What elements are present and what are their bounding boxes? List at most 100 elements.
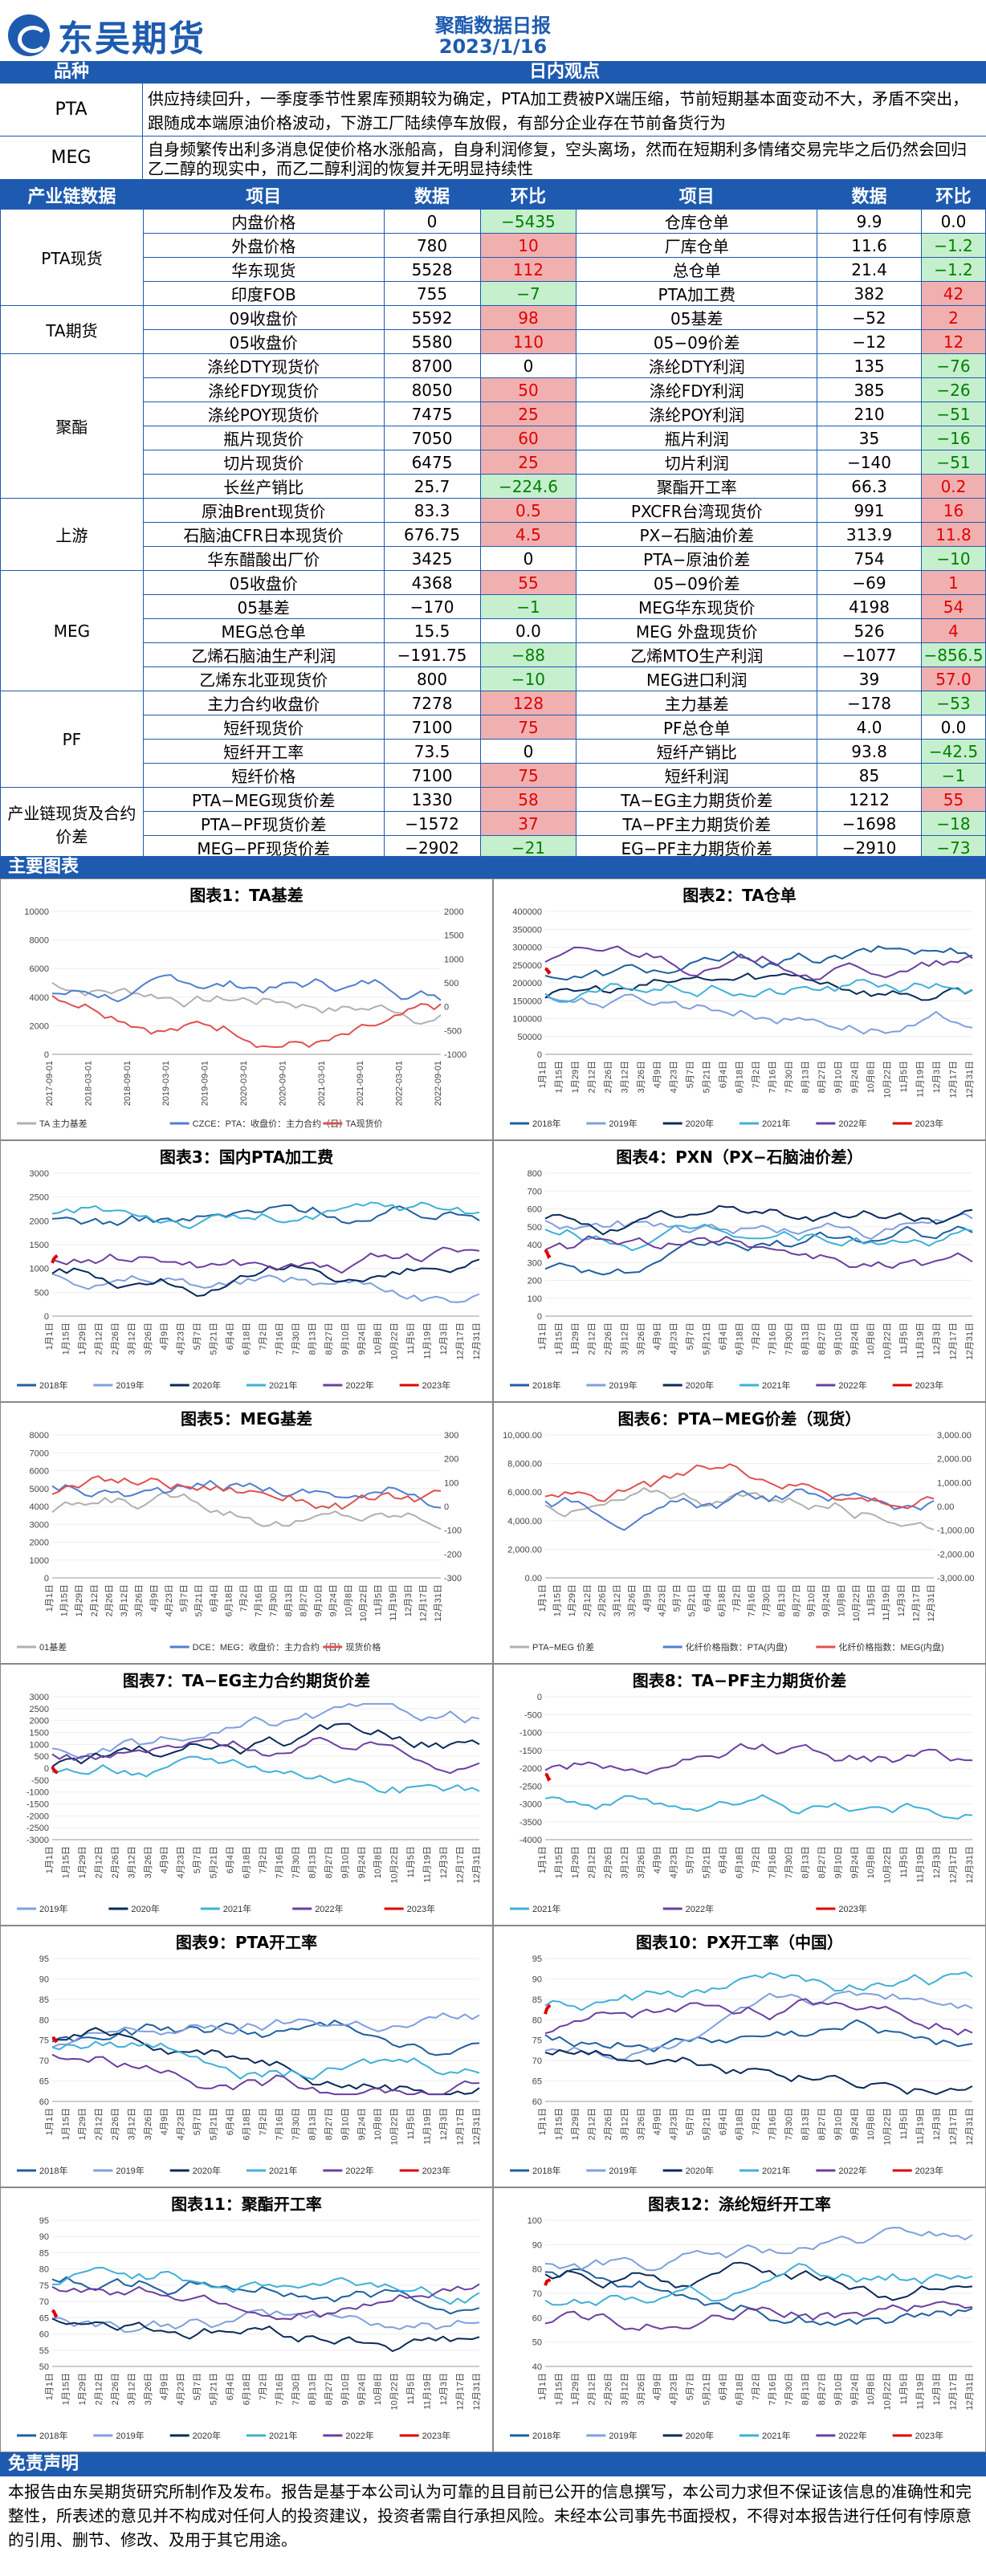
view-variety: MEG [0,137,143,179]
change-cell: 4 [920,618,986,643]
x-tick-label: 8月27日 [324,1846,334,1878]
legend-label: 2021年 [762,1118,790,1129]
x-tick-label: 7月30日 [269,1584,279,1616]
report-title: 聚酯数据日报 [435,14,551,37]
x-tick-label: 6月4日 [703,1584,712,1612]
change-cell: −16 [920,426,986,450]
x-tick-label: 11月19日 [389,1584,398,1621]
x-tick-label: 9月24日 [357,2373,367,2405]
value-cell: 66.3 [817,474,922,499]
chart-title: 图表1：TA基差 [189,886,304,905]
value-cell: 526 [817,618,922,643]
legend-label: 化纤价格指数：MEG(内盘) [838,1641,943,1653]
table-row: 上游 原油Brent现货价 83.3 0.5 PXCFR台湾现货价 991 16 [0,498,986,571]
series-line [51,1475,442,1510]
x-tick-label: 11月5日 [406,1323,416,1355]
change-cell: −7 [479,281,577,306]
value-cell: 11.6 [817,233,922,258]
x-tick-label: 3月12日 [620,1846,629,1878]
change-cell: −1 [920,763,986,788]
x-tick-label: 6月18日 [224,1584,234,1616]
y-tick-label: 0 [44,1764,49,1774]
x-tick-label: 7月2日 [732,1584,742,1612]
x-tick-label: 12月31日 [472,2373,482,2410]
legend-label: 化纤价格指数：PTA(内盘) [686,1641,788,1653]
x-tick-label: 4月9日 [149,1584,159,1612]
legend-label: 2020年 [131,1903,159,1914]
disclaimer-header: 免责声明 [0,2452,986,2476]
y-tick-label: 700 [528,1187,542,1196]
x-tick-label: 1月29日 [78,1323,88,1355]
y-tick-label: 50000 [517,1033,542,1042]
table-row: 切片现货价 6475 25 切片利润 −140 −51 [1,450,986,475]
x-tick-label: 1月15日 [61,1323,71,1355]
y-tick-label: 2500 [30,1705,49,1714]
x-tick-label: 12月3日 [897,1584,907,1616]
value-cell: −1698 [817,811,922,836]
x-tick-label: 3月26日 [637,1846,646,1878]
series-line [51,1491,442,1531]
legend-label: 2023年 [407,1903,435,1914]
x-tick-label: 11月19日 [916,2108,926,2145]
x-tick-label: 6月4日 [226,2108,235,2135]
legend-label: 2021年 [269,2165,297,2176]
series-line [51,2020,480,2056]
change-cell: 0.2 [920,474,986,499]
y-tick-label: 3000 [30,1520,49,1530]
x-tick-label: 7月16日 [275,2373,284,2405]
item-cell: 05−09价差 [576,329,818,354]
x-tick-label: 6月4日 [226,2373,235,2400]
x-tick-label: 2021-09-01 [356,1061,365,1106]
change-cell: 55 [920,787,986,812]
series-line [51,2276,480,2315]
x-tick-label: 11月19日 [916,1846,926,1883]
y-tick-label: -2500 [519,1782,542,1791]
table-row: 聚酯 涤纶DTY现货价 8700 0 涤纶DTY利润 135 −76 [0,353,986,499]
charts-header: 主要图表 [0,856,986,878]
chart-svg: 0 -500 -1000 -1500 -2000 -2500 -3000 -3500 -4000… [510,1693,975,1914]
change-cell: 4.5 [479,522,577,547]
x-tick-label: 2月26日 [597,1584,607,1616]
x-tick-label: 10月22日 [390,2373,400,2410]
series-line [51,2012,480,2048]
x-tick-label: 7月30日 [291,2373,301,2405]
y-tick-label: 100000 [512,1015,542,1025]
x-tick-label: 10月8日 [837,1584,846,1616]
item-cell: 印度FOB [142,281,385,306]
x-tick-label: 11月5日 [899,1061,909,1093]
value-cell: −1077 [817,642,922,667]
series-line [544,2048,973,2096]
item-cell: PX−石脑油价差 [576,522,818,547]
item-cell: 05收盘价 [142,570,385,595]
item-cell: MEG进口利润 [576,666,818,691]
table-row: 乙烯石脑油生产利润 −191.75 −88 乙烯MTO生产利润 −1077 −856.5 [1,642,986,667]
x-tick-label: 1月1日 [538,1846,548,1873]
value-cell: −170 [383,594,481,619]
x-tick-label: 9月10日 [833,1061,843,1093]
x-tick-label: 7月16日 [255,1584,264,1616]
item-cell: PXCFR台湾现货价 [576,498,818,523]
x-tick-label: 11月5日 [374,1584,384,1616]
legend-label: 2020年 [193,2430,221,2441]
value-cell: −1572 [383,811,481,836]
x-tick-label: 1月29日 [571,1061,581,1093]
legend-label: 2023年 [838,1903,866,1914]
value-cell: 755 [383,281,481,306]
x-tick-label: 1月1日 [538,1061,548,1088]
series-line [544,967,552,975]
legend-label: 2018年 [39,2165,67,2176]
item-cell: MEG总仓单 [142,618,385,643]
x-tick-label: 12月31日 [965,2108,975,2145]
table-header-cell: 环比 [479,180,577,210]
legend-label: 2021年 [762,2430,790,2441]
x-tick-label: 2月26日 [111,1323,120,1355]
value-cell: 135 [817,353,922,378]
y-tick-label: 2000 [30,1021,49,1031]
value-cell: 15.5 [383,618,481,643]
chart-title: 图表2：TA仓单 [682,886,797,905]
x-tick-label: 7月2日 [259,2373,268,2400]
x-tick-label: 7月30日 [291,1846,301,1878]
item-cell: 瓶片现货价 [142,426,385,450]
y2-tick-label: 3,000.00 [937,1431,972,1441]
legend-label: 2023年 [422,2165,450,2176]
